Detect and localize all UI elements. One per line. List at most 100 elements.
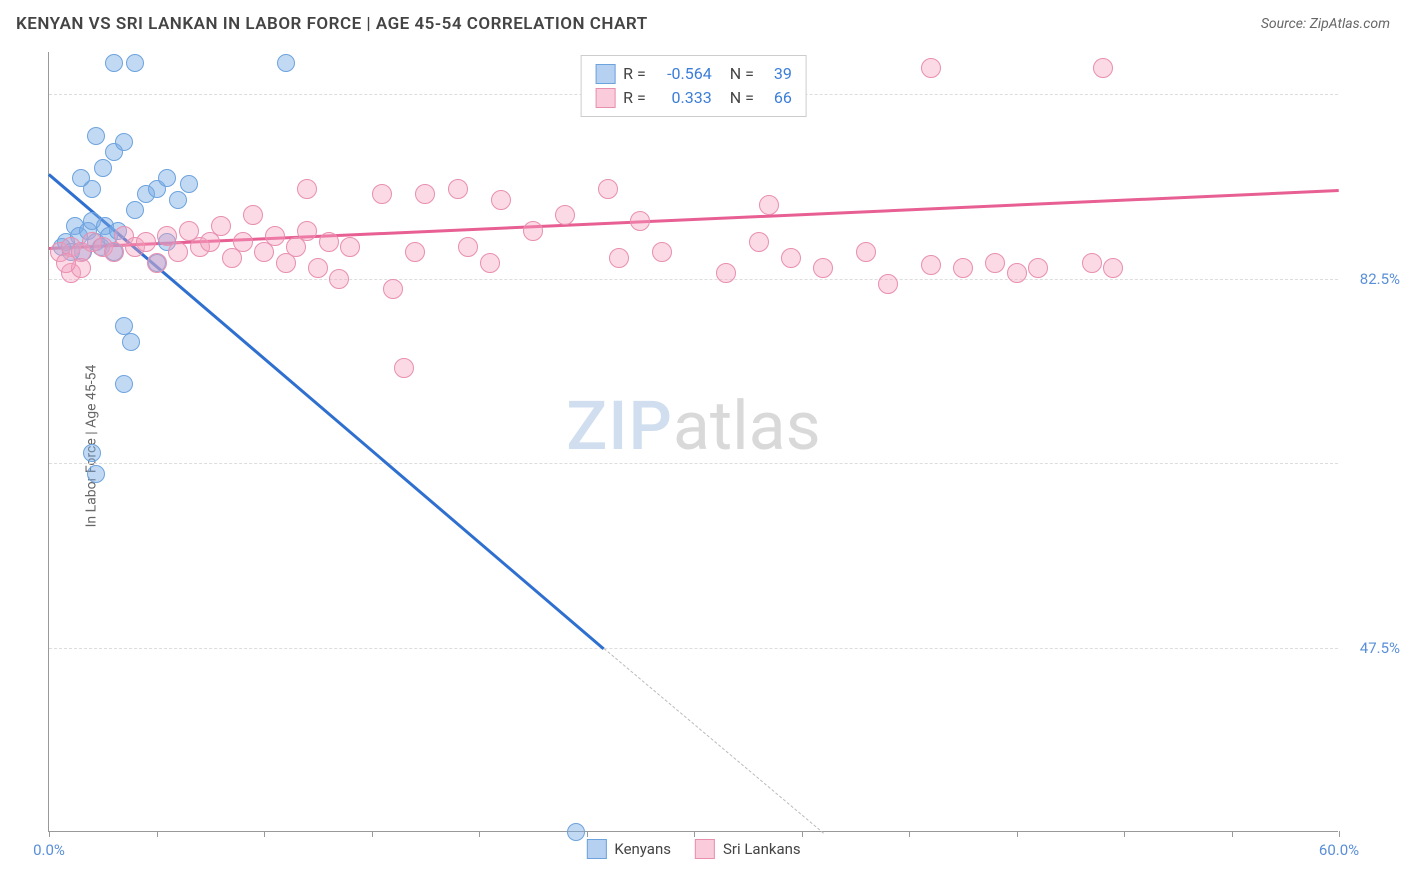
y-tick-label: 82.5% [1360, 270, 1400, 288]
data-point [83, 444, 101, 462]
source-attribution: Source: ZipAtlas.com [1261, 16, 1390, 32]
data-point [94, 159, 112, 177]
data-point [180, 175, 198, 193]
data-point [383, 279, 403, 299]
x-tick [1339, 831, 1340, 837]
data-point [1082, 253, 1102, 273]
data-point [405, 242, 425, 262]
x-tick [909, 831, 910, 837]
data-point [126, 201, 144, 219]
legend-item: Sri Lankans [695, 839, 801, 859]
x-tick [264, 831, 265, 837]
data-point [749, 232, 769, 252]
data-point [567, 823, 585, 841]
x-tick [1017, 831, 1018, 837]
data-point [87, 127, 105, 145]
data-point [297, 221, 317, 241]
data-point [126, 54, 144, 72]
r-value: -0.564 [654, 62, 712, 86]
legend-item: Kenyans [586, 839, 671, 859]
data-point [211, 216, 231, 236]
data-point [277, 54, 295, 72]
x-tick [1232, 831, 1233, 837]
data-point [878, 274, 898, 294]
data-point [308, 258, 328, 278]
legend-swatch [595, 64, 615, 84]
data-point [953, 258, 973, 278]
data-point [1007, 263, 1027, 283]
data-point [1103, 258, 1123, 278]
x-tick [587, 831, 588, 837]
x-tick [1124, 831, 1125, 837]
data-point [523, 221, 543, 241]
data-point [56, 253, 76, 273]
data-point [147, 253, 167, 273]
data-point [72, 169, 90, 187]
data-point [265, 226, 285, 246]
data-point [329, 269, 349, 289]
x-tick [694, 831, 695, 837]
legend-label: Kenyans [614, 840, 671, 858]
data-point [87, 465, 105, 483]
trend-line [603, 648, 823, 833]
data-point [122, 333, 140, 351]
data-point [781, 248, 801, 268]
data-point [813, 258, 833, 278]
n-label: N = [730, 86, 754, 110]
watermark: ZIPatlas [566, 386, 821, 466]
x-tick [49, 831, 50, 837]
legend-swatch [586, 839, 606, 859]
gridline [49, 463, 1338, 464]
series-legend: Kenyans Sri Lankans [586, 839, 800, 859]
data-point [233, 232, 253, 252]
data-point [297, 179, 317, 199]
scatter-chart: ZIPatlas 47.5%82.5%0.0%60.0%R =-0.564N =… [48, 52, 1338, 832]
x-tick [479, 831, 480, 837]
data-point [921, 255, 941, 275]
data-point [448, 179, 468, 199]
x-tick [157, 831, 158, 837]
data-point [458, 237, 478, 257]
data-point [105, 54, 123, 72]
data-point [243, 205, 263, 225]
legend-row: R = -0.564 N = 39 [595, 62, 792, 86]
data-point [480, 253, 500, 273]
y-tick-label: 47.5% [1360, 639, 1400, 657]
data-point [759, 195, 779, 215]
chart-header: KENYAN VS SRI LANKAN IN LABOR FORCE | AG… [16, 14, 1390, 34]
data-point [372, 184, 392, 204]
data-point [716, 263, 736, 283]
data-point [555, 205, 575, 225]
n-label: N = [730, 62, 754, 86]
data-point [598, 179, 618, 199]
n-value: 66 [762, 86, 792, 110]
x-tick-label: 60.0% [1319, 841, 1359, 859]
data-point [340, 237, 360, 257]
r-label: R = [623, 62, 646, 86]
n-value: 39 [762, 62, 792, 86]
legend-row: R = 0.333 N = 66 [595, 86, 792, 110]
x-tick [372, 831, 373, 837]
data-point [985, 253, 1005, 273]
data-point [319, 232, 339, 252]
correlation-legend: R = -0.564 N = 39 R = 0.333 N = 66 [580, 55, 807, 117]
data-point [415, 184, 435, 204]
r-value: 0.333 [654, 86, 712, 110]
data-point [1028, 258, 1048, 278]
data-point [491, 190, 511, 210]
x-tick [802, 831, 803, 837]
chart-title: KENYAN VS SRI LANKAN IN LABOR FORCE | AG… [16, 14, 648, 34]
data-point [609, 248, 629, 268]
data-point [1093, 58, 1113, 78]
legend-swatch [595, 88, 615, 108]
data-point [652, 242, 672, 262]
data-point [856, 242, 876, 262]
data-point [630, 211, 650, 231]
gridline [49, 279, 1338, 280]
legend-label: Sri Lankans [723, 840, 801, 858]
data-point [168, 242, 188, 262]
data-point [394, 358, 414, 378]
r-label: R = [623, 86, 646, 110]
gridline [49, 648, 1338, 649]
data-point [169, 191, 187, 209]
